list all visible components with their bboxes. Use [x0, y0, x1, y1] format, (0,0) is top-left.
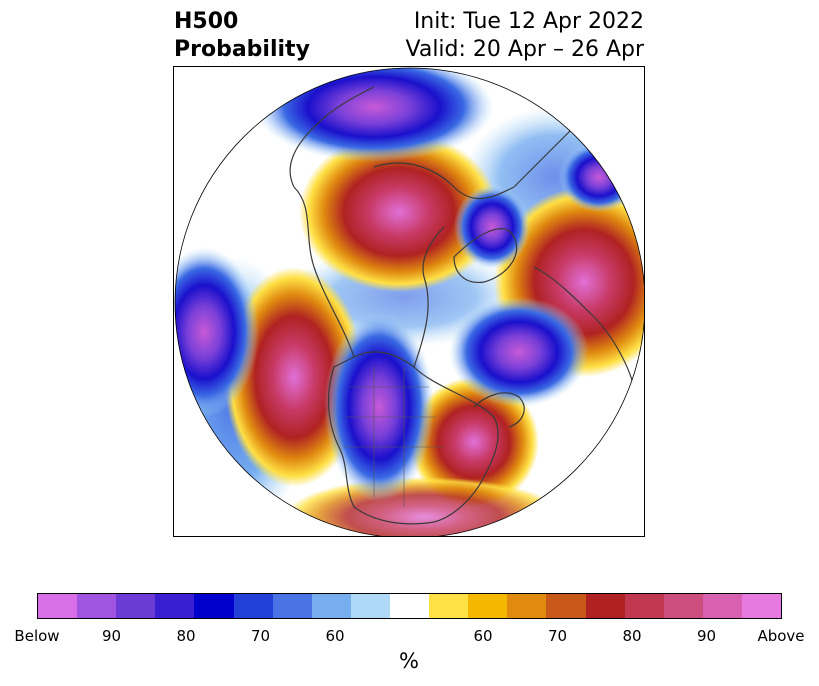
colorbar-segment — [663, 594, 703, 618]
colorbar — [37, 593, 782, 619]
colorbar-segment — [389, 594, 430, 618]
colorbar-segment — [194, 594, 234, 618]
colorbar-segment — [38, 594, 78, 618]
colorbar-tick-label: 60 — [325, 627, 345, 645]
map-panel — [173, 66, 645, 537]
colorbar-segment — [624, 594, 664, 618]
colorbar-segment — [272, 594, 312, 618]
anomaly-below-greenland — [454, 185, 530, 269]
colorbar-tick-label: 70 — [547, 627, 568, 645]
colorbar-tick-label: 80 — [176, 627, 196, 645]
colorbar-segment — [429, 594, 469, 618]
anomaly-above-south — [284, 477, 564, 536]
colorbar-segment — [702, 594, 742, 618]
colorbar-segment — [77, 594, 117, 618]
title-right: Init: Tue 12 Apr 2022 Valid: 20 Apr – 26… — [406, 8, 645, 64]
colorbar-segment — [155, 594, 195, 618]
colorbar-tick-label: 70 — [250, 627, 271, 645]
valid-period: Valid: 20 Apr – 26 Apr — [405, 37, 645, 62]
colorbar-tick-label: Above — [757, 627, 805, 645]
colorbar-segment — [741, 594, 782, 618]
colorbar-tick-label: 60 — [473, 627, 493, 645]
colorbar-segment — [311, 594, 351, 618]
anomaly-below-northeast — [559, 142, 639, 212]
init-time: Init: Tue 12 Apr 2022 — [413, 9, 644, 34]
title-left: H500 Probability — [174, 8, 310, 64]
anomaly-below-atlantic — [449, 297, 589, 407]
probability-map — [174, 67, 644, 536]
anomaly-above-north — [299, 132, 499, 292]
title-product: Probability — [174, 37, 310, 62]
colorbar-tick-label: 90 — [101, 627, 122, 645]
colorbar-segment — [546, 594, 586, 618]
boundaries — [344, 367, 444, 507]
colorbar-segment — [116, 594, 156, 618]
anomaly-below-central — [324, 312, 434, 502]
colorbar-tick-label: 90 — [696, 627, 717, 645]
colorbar-segment — [350, 594, 390, 618]
colorbar-tick-label: 80 — [622, 627, 642, 645]
colorbar-segment — [585, 594, 625, 618]
colorbar-segment — [233, 594, 273, 618]
colorbar-unit: % — [399, 649, 419, 673]
title-variable: H500 — [174, 9, 239, 34]
globe-outline — [174, 67, 644, 536]
colorbar-segment — [507, 594, 547, 618]
colorbar-segment — [468, 594, 508, 618]
colorbar-tick-label: Below — [14, 627, 60, 645]
anomaly-above-southeast — [409, 377, 539, 507]
